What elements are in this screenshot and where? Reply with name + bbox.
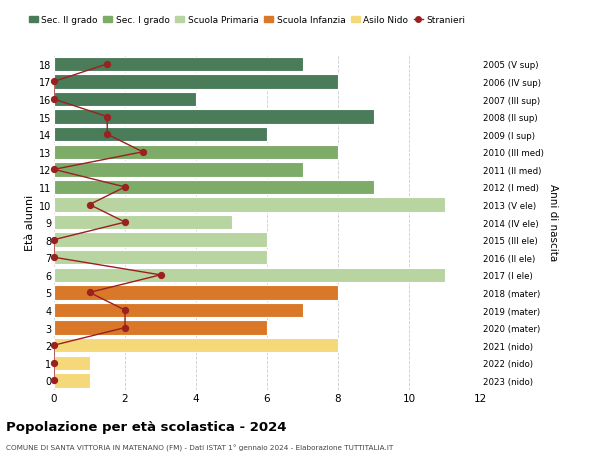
Point [85, 202, 94, 209]
Point [49, 236, 59, 244]
Y-axis label: Età alunni: Età alunni [25, 195, 35, 251]
Bar [54, 338, 338, 353]
Point [120, 219, 130, 226]
Bar [54, 321, 267, 335]
Bar [54, 110, 373, 124]
Bar [54, 75, 338, 90]
Bar [54, 233, 267, 247]
Bar [54, 57, 302, 72]
Text: COMUNE DI SANTA VITTORIA IN MATENANO (FM) - Dati ISTAT 1° gennaio 2024 - Elabora: COMUNE DI SANTA VITTORIA IN MATENANO (FM… [6, 444, 393, 452]
Point [85, 289, 94, 297]
Bar [54, 251, 267, 265]
Bar [54, 93, 196, 107]
Point [103, 131, 112, 139]
Point [120, 184, 130, 191]
Bar [54, 163, 302, 177]
Point [103, 61, 112, 68]
Point [120, 307, 130, 314]
Point [103, 114, 112, 121]
Bar [54, 373, 89, 388]
Point [156, 272, 166, 279]
Legend: Sec. II grado, Sec. I grado, Scuola Primaria, Scuola Infanzia, Asilo Nido, Stran: Sec. II grado, Sec. I grado, Scuola Prim… [29, 16, 466, 25]
Point [49, 166, 59, 174]
Point [120, 324, 130, 331]
Point [49, 359, 59, 367]
Y-axis label: Anni di nascita: Anni di nascita [548, 184, 557, 261]
Bar [54, 198, 445, 212]
Point [49, 254, 59, 261]
Bar [54, 268, 445, 282]
Point [138, 149, 148, 156]
Point [49, 78, 59, 86]
Bar [54, 215, 232, 230]
Point [49, 96, 59, 103]
Bar [54, 145, 338, 160]
Point [49, 342, 59, 349]
Bar [54, 356, 89, 370]
Bar [54, 128, 267, 142]
Point [49, 377, 59, 384]
Bar [54, 303, 302, 318]
Bar [54, 180, 373, 195]
Text: Popolazione per età scolastica - 2024: Popolazione per età scolastica - 2024 [6, 420, 287, 433]
Bar [54, 285, 338, 300]
